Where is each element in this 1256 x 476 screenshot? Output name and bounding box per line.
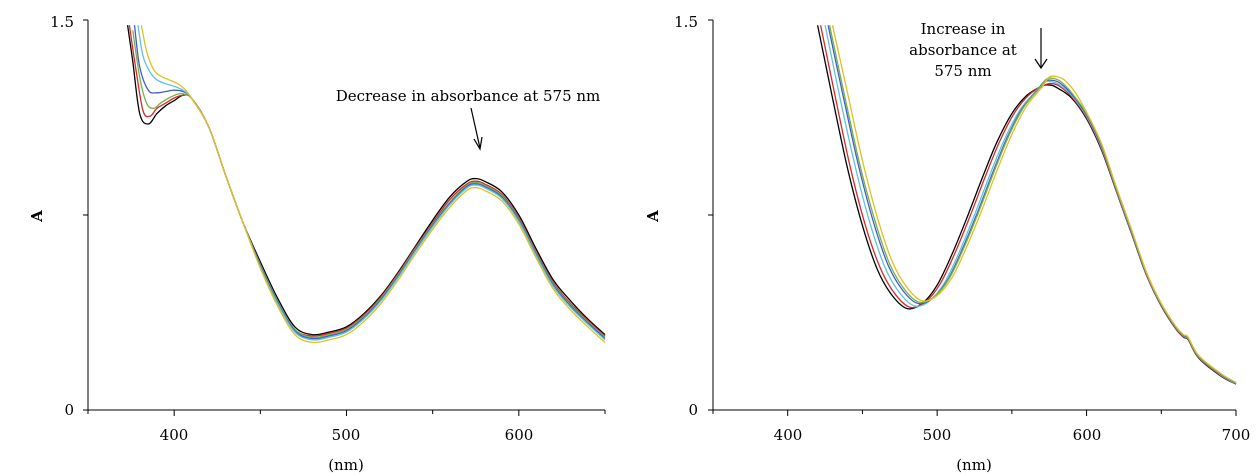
x-axis-label: (nm)	[328, 456, 364, 474]
axis-ticks	[83, 19, 606, 416]
spectrum-line	[816, 25, 1237, 385]
spectrum-line	[128, 25, 606, 337]
x-tick-label: 500	[332, 426, 361, 444]
x-tick-label: 500	[923, 426, 952, 444]
x-tick-label: 400	[774, 426, 803, 444]
spectrum-line	[824, 25, 1237, 385]
annotation-arrow	[1034, 28, 1048, 70]
spectrum-line	[140, 25, 606, 344]
y-tick-label-bottom: 0	[688, 401, 698, 419]
annotation-arrow	[470, 107, 483, 151]
y-tick-label-bottom: 0	[64, 401, 74, 419]
y-axis-label: A	[28, 210, 46, 223]
spectrum-line	[132, 30, 606, 339]
annotation-text-line: 575 nm	[934, 62, 991, 80]
spectrum-line	[831, 25, 1237, 383]
y-tick-label-top: 1.5	[674, 13, 698, 31]
annotation-text-line: Increase in	[921, 20, 1006, 38]
y-tick-label-top: 1.5	[50, 13, 74, 31]
annotation-text-line: absorbance at	[909, 41, 1017, 59]
x-tick-label: 600	[505, 426, 534, 444]
series-group	[126, 25, 606, 344]
x-axis-label: (nm)	[956, 456, 992, 474]
series-group	[816, 25, 1237, 385]
spectrum-line	[828, 25, 1237, 384]
left-spectrum-panel: 1.5 0 400 500 600 (nm) A Decrease in abs…	[28, 13, 606, 474]
x-tick-label: 700	[1222, 426, 1251, 444]
right-spectrum-panel: 1.5 0 400 500 600 700 (nm) A Increase in…	[644, 13, 1250, 474]
y-axis-label: A	[644, 210, 662, 223]
spectrum-line	[819, 25, 1237, 385]
axis-ticks	[708, 19, 1237, 416]
spectrum-line	[827, 25, 1237, 384]
x-tick-label: 400	[160, 426, 189, 444]
annotation-text: Decrease in absorbance at 575 nm	[336, 87, 601, 105]
spectrum-line	[137, 25, 606, 341]
x-tick-label: 600	[1073, 426, 1102, 444]
spectrum-line	[126, 25, 606, 336]
spectrum-line	[133, 25, 606, 340]
